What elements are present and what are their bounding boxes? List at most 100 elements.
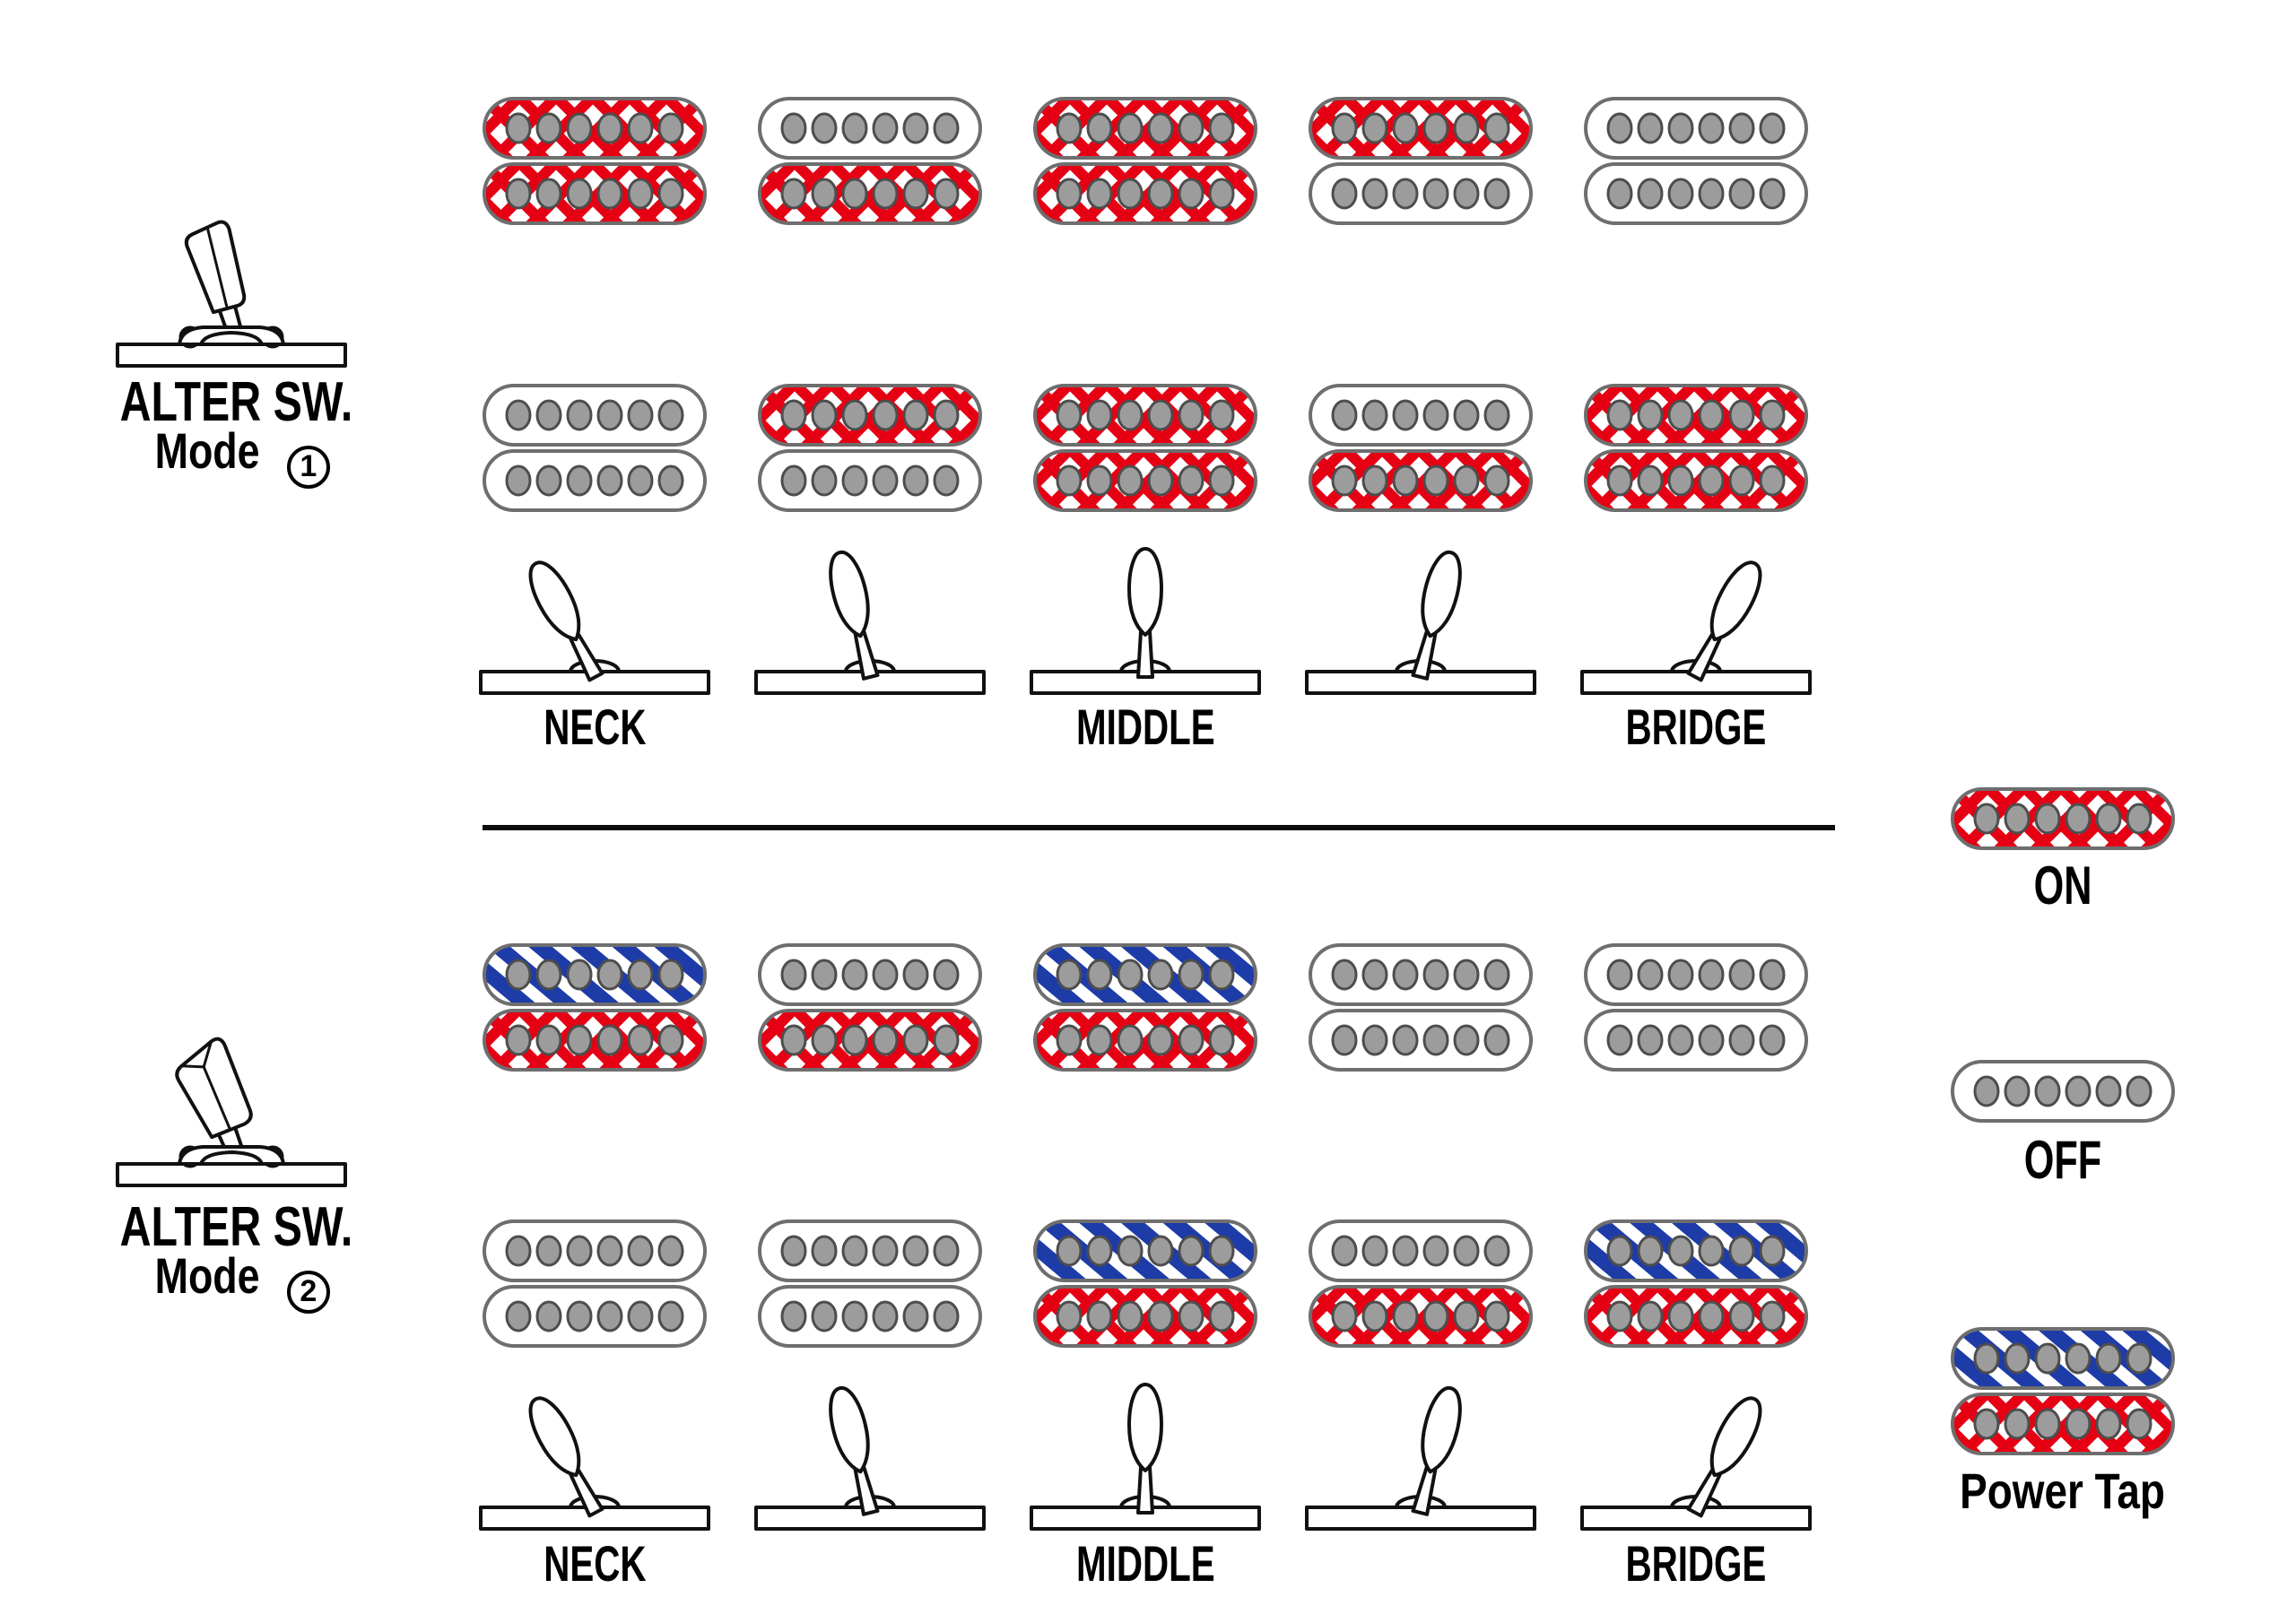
pole-piece (1728, 959, 1755, 991)
pole-piece (1453, 112, 1480, 144)
pole-piece (1392, 464, 1419, 497)
pole-piece (1208, 178, 1235, 210)
pole-piece (2126, 803, 2152, 835)
coil-on (1309, 97, 1533, 160)
position-label-neck-text: NECK (543, 1535, 647, 1592)
pole-piece (1117, 399, 1144, 431)
pole-piece (1973, 803, 2000, 835)
pole-piece (1698, 959, 1725, 991)
legend-label-0-text: ON (2033, 855, 2092, 916)
pole-piece (1208, 112, 1235, 144)
coil-off (1951, 1060, 2175, 1123)
pole-piece (627, 1300, 654, 1332)
pole-piece (811, 1024, 838, 1056)
pole-piece (1178, 112, 1205, 144)
pole-piece (811, 959, 838, 991)
pole-piece (1698, 1235, 1725, 1267)
pole-piece (2004, 803, 2031, 835)
pole-piece (1331, 399, 1358, 431)
selector-lever-icon (1030, 1383, 1261, 1531)
pole-piece (1698, 464, 1725, 497)
pole-piece (1086, 178, 1113, 210)
coil-off (758, 449, 982, 512)
pole-piece (657, 1235, 684, 1267)
pole-piece (1117, 1024, 1144, 1056)
pole-piece (1759, 399, 1786, 431)
coil-off (483, 384, 707, 447)
pole-piece (1361, 1235, 1388, 1267)
pole-piece (1453, 959, 1480, 991)
pole-piece (1483, 178, 1510, 210)
pole-piece (2065, 1408, 2092, 1440)
pole-piece (535, 112, 562, 144)
alter-switch-block (115, 210, 348, 371)
pole-piece (566, 178, 593, 210)
pole-piece (596, 959, 623, 991)
coil-off (483, 1285, 707, 1348)
pole-piece (1147, 178, 1174, 210)
pole-piece (841, 959, 868, 991)
selector-lever-icon (1305, 1386, 1536, 1531)
pole-piece (780, 399, 807, 431)
legend-swatch-off (1951, 1060, 2175, 1125)
selector-lever-icon (479, 1396, 710, 1531)
pole-piece (627, 112, 654, 144)
pole-piece (1117, 959, 1144, 991)
pole-piece (902, 178, 929, 210)
pole-piece (1422, 1235, 1449, 1267)
selector-lever-icon (1305, 551, 1536, 695)
coil-on (1033, 384, 1257, 447)
alter-sw-label: ALTER SW. (12, 1198, 460, 1256)
pole-piece (1759, 1024, 1786, 1056)
pole-piece (1606, 178, 1633, 210)
pole-piece (1056, 464, 1083, 497)
coil-off (483, 1219, 707, 1282)
position-label-middle-text: MIDDLE (1075, 699, 1215, 755)
mode-word: Mode (154, 422, 260, 479)
bridge-pickup-pos2 (758, 1219, 982, 1350)
pole-piece (1147, 1024, 1174, 1056)
position-label-bridge: BRIDGE (1472, 700, 1920, 754)
pole-piece (1147, 1300, 1174, 1332)
toggle-lever-icon (116, 220, 347, 368)
pole-piece (902, 399, 929, 431)
pole-piece (841, 1235, 868, 1267)
pole-piece (1606, 959, 1633, 991)
pole-piece (566, 1300, 593, 1332)
pole-piece (780, 959, 807, 991)
coil-off (1584, 943, 1808, 1006)
pole-piece (1178, 1235, 1205, 1267)
pole-piece (1208, 1024, 1235, 1056)
pole-piece (505, 464, 532, 497)
pole-piece (1667, 1024, 1694, 1056)
mode-number-circled: 1 (286, 446, 330, 489)
section-divider (483, 825, 1835, 830)
pole-piece (1056, 112, 1083, 144)
pole-piece (872, 1235, 899, 1267)
pole-piece (1606, 1024, 1633, 1056)
pole-piece (1208, 1235, 1235, 1267)
pole-piece (596, 1024, 623, 1056)
pole-piece (1606, 1300, 1633, 1332)
pole-piece (505, 1235, 532, 1267)
pole-piece (627, 178, 654, 210)
pole-piece (841, 1300, 868, 1332)
pole-piece (2034, 1342, 2061, 1375)
pole-piece (627, 959, 654, 991)
pole-piece (1483, 112, 1510, 144)
pole-piece (1331, 178, 1358, 210)
pole-piece (1056, 178, 1083, 210)
pole-piece (1667, 112, 1694, 144)
alter-sw-label-text: ALTER SW. (119, 371, 352, 433)
pole-piece (1361, 1024, 1388, 1056)
pole-piece (1483, 1235, 1510, 1267)
selector-position-3 (1029, 1379, 1262, 1532)
pole-piece (1728, 112, 1755, 144)
pole-piece (1453, 1235, 1480, 1267)
coil-on (1951, 1393, 2175, 1455)
selector-lever-icon (754, 551, 986, 695)
pole-piece (627, 399, 654, 431)
pole-piece (1637, 1300, 1664, 1332)
pole-piece (1086, 1300, 1113, 1332)
